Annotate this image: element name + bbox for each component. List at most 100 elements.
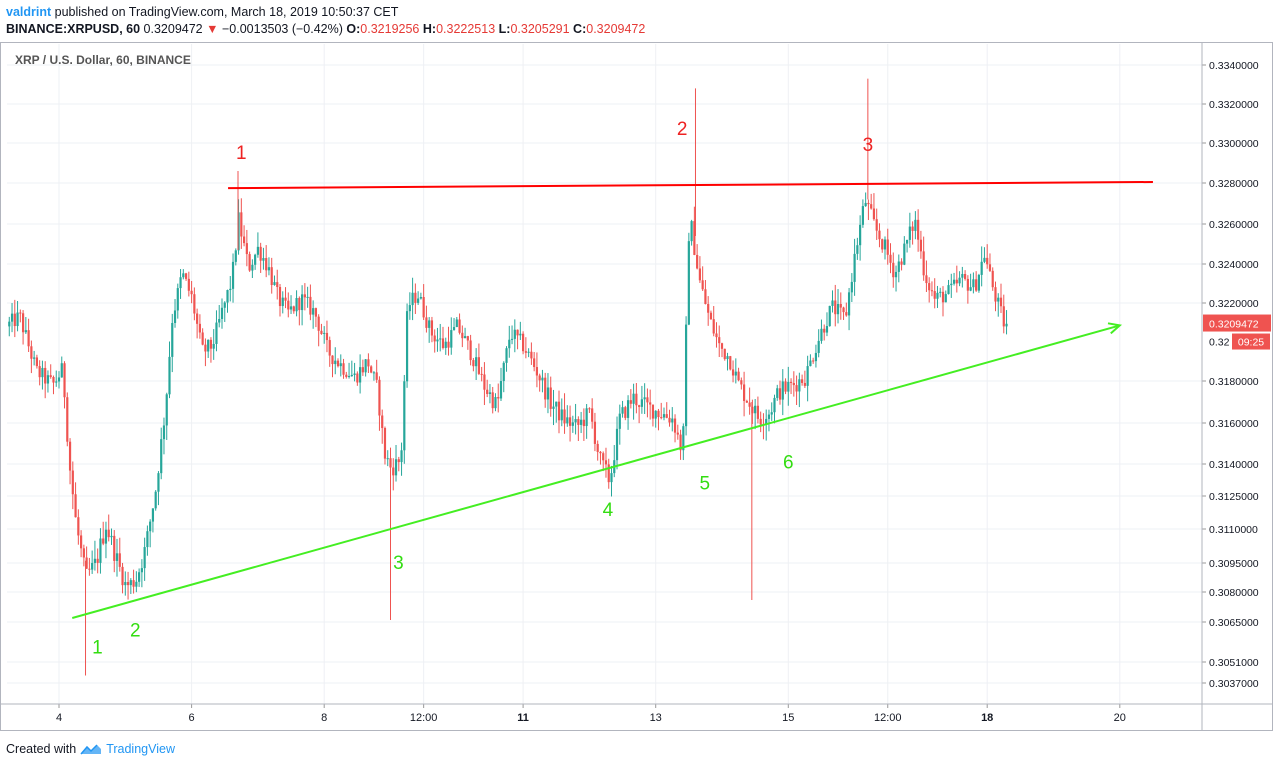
candle-body <box>19 312 22 314</box>
low-value: 0.3205291 <box>510 22 570 36</box>
author-name[interactable]: valdrint <box>6 5 52 19</box>
candle-body <box>13 313 16 327</box>
candle-body <box>751 406 754 414</box>
candle-body <box>27 330 30 347</box>
candle-body <box>593 421 597 444</box>
touch-label-green: 2 <box>130 620 141 641</box>
candle-body <box>162 425 166 440</box>
candle-body <box>417 298 420 303</box>
created-with-text: Created with <box>6 742 77 756</box>
candle-body <box>737 371 740 381</box>
candle-body <box>582 419 585 427</box>
candle-body <box>941 291 945 303</box>
candle-body <box>88 568 91 570</box>
candle-body <box>665 414 668 418</box>
candle-body <box>408 305 411 312</box>
candle-body <box>450 330 453 348</box>
candle-body <box>458 319 461 333</box>
candle-body <box>580 419 583 425</box>
candle-body <box>278 287 282 307</box>
candle-body <box>571 422 574 426</box>
resistance-line[interactable] <box>228 181 1153 190</box>
candle-body <box>21 313 25 333</box>
candle-body <box>715 333 718 338</box>
candle-body <box>480 373 483 375</box>
candle-body <box>430 320 434 336</box>
candle-body <box>110 535 113 538</box>
candle-body <box>638 405 641 407</box>
candle-body <box>463 336 467 339</box>
candle-body <box>1002 306 1005 327</box>
candle-body <box>510 338 514 340</box>
symbol-interval: BINANCE:XRPUSD, 60 <box>6 22 141 36</box>
candle-body <box>527 351 530 353</box>
candle-body <box>436 339 439 342</box>
candle-body <box>519 333 522 336</box>
candle-body <box>845 312 848 316</box>
candle-body <box>342 363 345 375</box>
candle-body <box>325 332 329 341</box>
candle-body <box>872 208 876 220</box>
candle-body <box>662 414 666 418</box>
candle-body <box>875 219 878 231</box>
candle-body <box>731 369 735 376</box>
x-tick-label: 18 <box>981 712 993 724</box>
candle-body <box>905 239 909 244</box>
candle-body <box>419 297 422 299</box>
candle-body <box>557 401 561 421</box>
candle-body <box>770 412 773 415</box>
candle-body <box>825 326 829 333</box>
candle-body <box>312 308 315 315</box>
candle-body <box>121 566 124 586</box>
candle-body <box>353 373 356 375</box>
candle-body <box>339 363 342 367</box>
candle-body <box>455 319 458 328</box>
candle-body <box>560 409 563 421</box>
candle-body <box>640 399 643 407</box>
candle-body <box>10 313 14 322</box>
candle-body <box>154 491 157 509</box>
candle-body <box>469 340 472 361</box>
tradingview-logo-icon <box>80 744 102 755</box>
candle-body <box>444 341 447 348</box>
candle-body <box>823 328 826 333</box>
candle-body <box>765 418 768 425</box>
candle-body <box>190 290 193 295</box>
candle-body <box>270 267 273 286</box>
candle-body <box>754 405 757 414</box>
candle-body <box>212 343 215 349</box>
candle-body <box>254 254 257 265</box>
candle-body <box>215 322 218 344</box>
tradingview-brand[interactable]: TradingView <box>106 742 175 756</box>
candle-body <box>198 323 201 333</box>
candle-body <box>320 330 323 334</box>
candle-body <box>411 292 414 306</box>
candle-body <box>242 236 246 244</box>
candle-body <box>400 450 403 463</box>
chart-grid <box>7 44 1202 704</box>
candle-body <box>947 285 950 295</box>
candle-body <box>632 393 635 404</box>
touch-label-red: 1 <box>236 143 247 164</box>
candle-body <box>867 202 870 205</box>
candle-body <box>488 392 492 394</box>
candle-body <box>864 202 867 207</box>
y-tick-label: 0.3080000 <box>1209 587 1259 599</box>
candle-body <box>853 253 856 282</box>
candle-body <box>331 355 334 365</box>
support-line[interactable] <box>71 324 1121 619</box>
chart-border <box>0 42 1273 731</box>
candle-body <box>265 258 268 271</box>
y-tick-label: 0.3260000 <box>1209 219 1259 231</box>
candle-body <box>541 377 544 381</box>
candle-body <box>378 379 381 416</box>
x-tick-label: 20 <box>1114 712 1126 724</box>
candle-body <box>900 261 903 265</box>
candle-body <box>99 538 102 563</box>
candle-body <box>756 405 760 419</box>
candle-body <box>370 366 373 373</box>
candle-body <box>38 366 41 378</box>
candle-body <box>1005 323 1008 327</box>
candle-body <box>328 340 331 356</box>
